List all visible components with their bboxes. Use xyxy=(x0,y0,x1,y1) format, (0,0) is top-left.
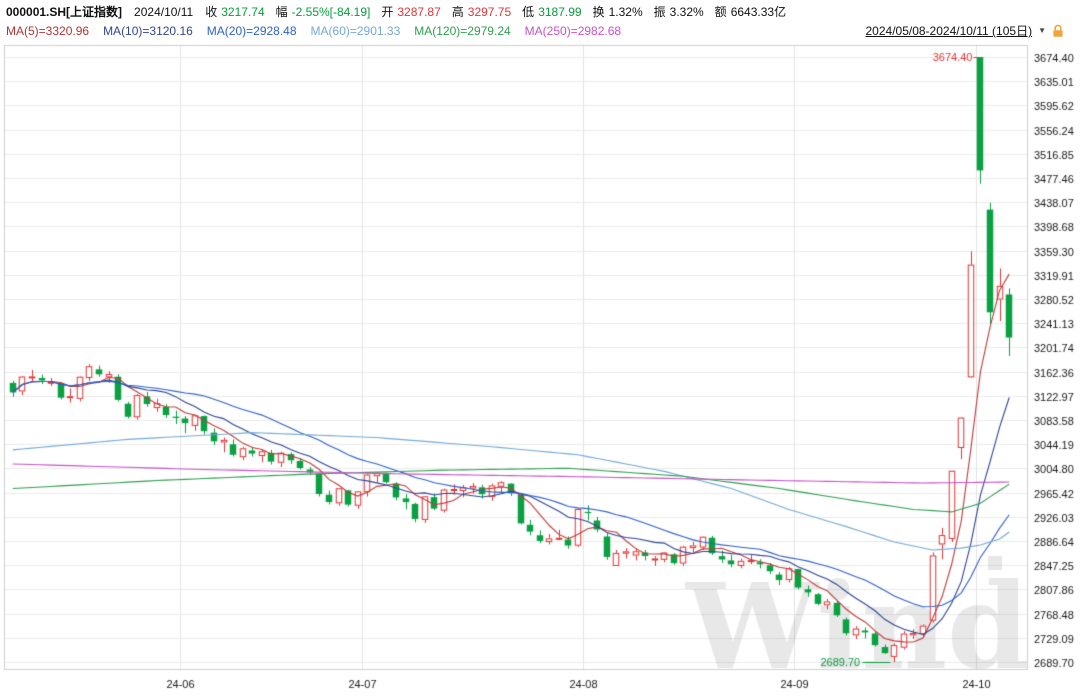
quote-field-amount: 额 6643.33亿 xyxy=(714,5,787,19)
ma20-legend: MA(20)=2928.48 xyxy=(206,23,297,38)
quote-header-bar: 000001.SH[上证指数] 2024/10/11 收 3217.74 幅 -2.… xyxy=(0,0,1080,21)
quote-field-turnover: 换 1.32% xyxy=(592,5,643,19)
quote-field-high: 高 3297.75 xyxy=(451,5,512,19)
amount-value: 6643.33亿 xyxy=(730,5,787,19)
turnover-value: 1.32% xyxy=(608,5,643,19)
ma120-legend: MA(120)=2979.24 xyxy=(414,23,511,38)
high-value: 3297.75 xyxy=(467,5,512,19)
amplitude-value: 3.32% xyxy=(669,5,704,19)
chevron-down-icon[interactable]: ▼ xyxy=(1038,25,1046,35)
quote-field-open: 开 3287.87 xyxy=(381,5,441,19)
ma5-legend: MA(5)=3320.96 xyxy=(6,23,90,38)
close-value: 3217.74 xyxy=(221,5,265,19)
kline-chart-canvas[interactable] xyxy=(0,40,1080,699)
quote-field-low: 低 3187.99 xyxy=(522,5,582,19)
quote-field-change: 幅 -2.55%[-84.19] xyxy=(275,5,371,19)
date-range-control[interactable]: 2024/05/08-2024/10/11 (105日) ▼ xyxy=(866,22,1075,39)
lock-icon[interactable] xyxy=(1052,24,1064,38)
date-range-label[interactable]: 2024/05/08-2024/10/11 (105日) xyxy=(865,24,1033,38)
ma-legend-row: MA(5)=3320.96 MA(10)=3120.16 MA(20)=2928… xyxy=(0,21,1080,40)
open-value: 3287.87 xyxy=(397,5,441,19)
change-value: -2.55%[-84.19] xyxy=(291,5,371,19)
quote-date: 2024/10/11 xyxy=(134,4,194,19)
quote-field-amplitude: 振 3.32% xyxy=(653,5,704,19)
low-value: 3187.99 xyxy=(538,5,582,19)
ma250-legend: MA(250)=2982.68 xyxy=(524,23,622,38)
quote-field-close: 收 3217.74 xyxy=(205,5,265,19)
symbol-name: 000001.SH[上证指数] xyxy=(6,5,123,19)
ma60-legend: MA(60)=2901.33 xyxy=(310,23,401,38)
ma10-legend: MA(10)=3120.16 xyxy=(103,23,193,38)
